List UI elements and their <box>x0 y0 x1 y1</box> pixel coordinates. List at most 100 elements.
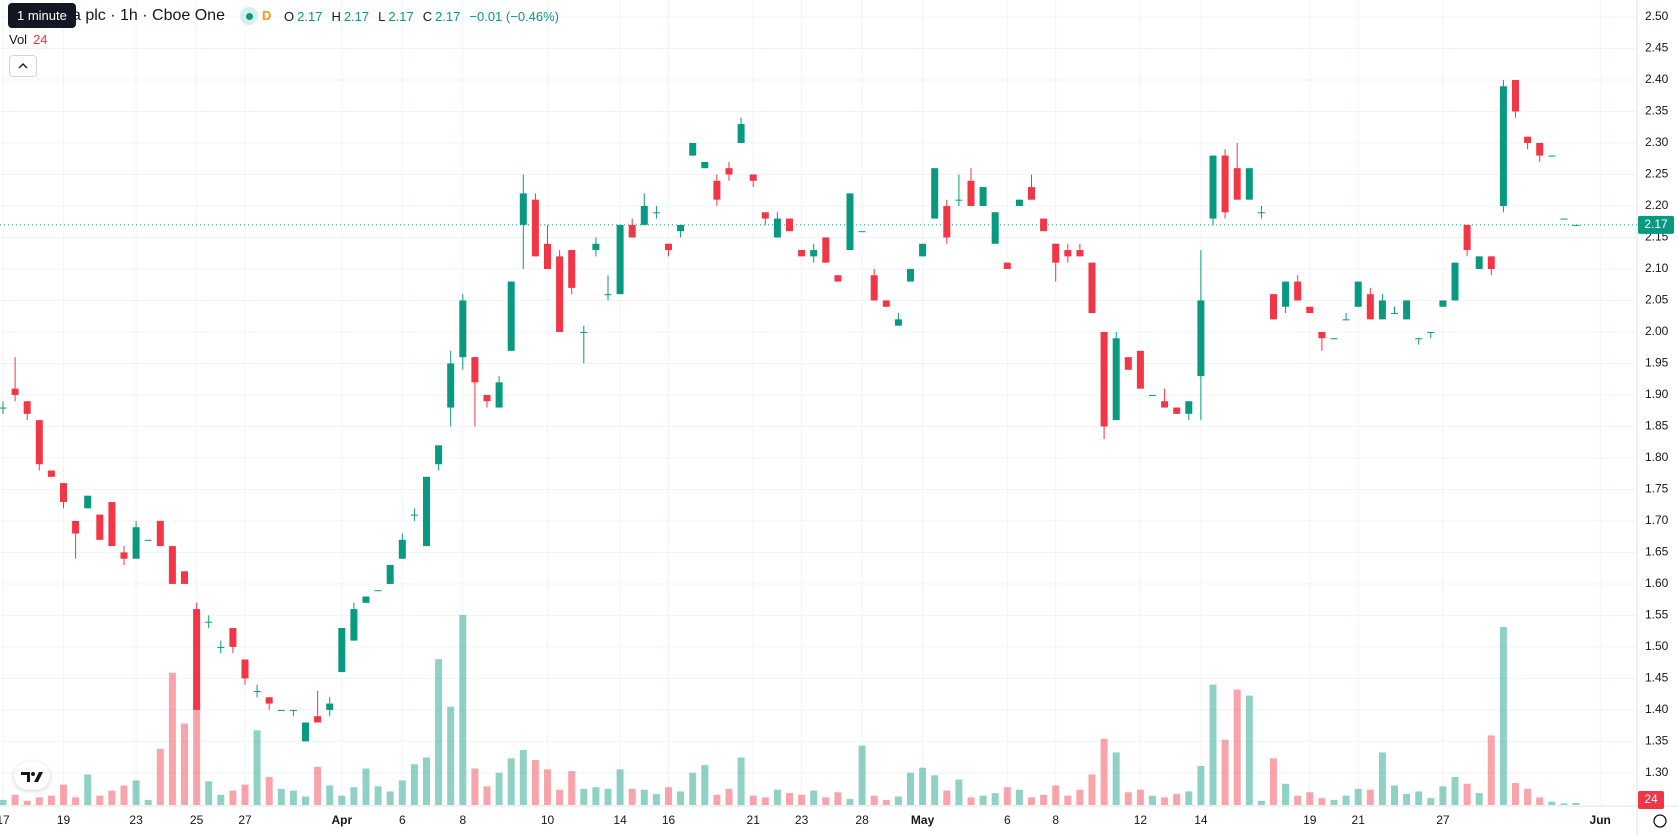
candle-body <box>168 546 176 584</box>
volume-bar <box>592 787 600 805</box>
volume-bar <box>737 757 745 805</box>
y-tick-label: 2.20 <box>1645 198 1669 212</box>
y-tick-label: 1.35 <box>1645 734 1669 748</box>
candle-body <box>132 527 140 559</box>
volume-bar <box>858 745 866 805</box>
volume-bar <box>943 790 951 805</box>
legend-key: H <box>331 9 341 24</box>
logo[interactable] <box>14 762 50 790</box>
volume-bar <box>265 777 273 805</box>
candle-body <box>665 243 672 251</box>
candle-body <box>628 224 636 238</box>
candle-body <box>991 212 999 244</box>
volume-bar <box>1403 793 1411 805</box>
candle-body <box>241 659 249 679</box>
ohlc-legend: O 2.17 H 2.17 L 2.17 C 2.17 −0.01 (−0.46%) <box>284 9 565 24</box>
candle-body <box>773 218 781 238</box>
legend-key: O <box>284 9 295 24</box>
market-status[interactable] <box>240 7 258 25</box>
volume-bar <box>72 797 80 805</box>
volume-bar <box>338 795 346 805</box>
candle-body <box>1221 155 1229 213</box>
volume-bar <box>1330 799 1338 805</box>
volume-bar <box>519 749 527 805</box>
candle-body <box>1100 331 1108 427</box>
candle-body <box>1512 79 1519 112</box>
volume-bar <box>1572 802 1580 805</box>
candle-body <box>507 281 515 351</box>
volume-bar <box>1209 684 1217 805</box>
y-tick-label: 1.70 <box>1645 513 1669 527</box>
candle-body <box>1088 262 1096 314</box>
y-tick-label: 1.30 <box>1645 765 1669 779</box>
volume-bar <box>459 615 467 805</box>
volume-bar <box>1391 785 1398 805</box>
collapse-button[interactable] <box>9 55 37 77</box>
volume-bar <box>725 788 733 805</box>
interval-badge[interactable]: D <box>262 8 272 23</box>
volume-bar <box>229 790 237 805</box>
candle-body <box>1451 262 1459 301</box>
volume-bar <box>1548 801 1556 805</box>
candle-body <box>1536 142 1544 156</box>
y-tick-label: 1.75 <box>1645 482 1669 496</box>
candle-body <box>289 709 297 711</box>
chevron-icon <box>18 63 28 69</box>
candle-body <box>544 243 551 269</box>
y-tick-label: 1.85 <box>1645 419 1669 433</box>
volume-bar <box>1487 735 1495 805</box>
volume-bar <box>386 791 394 805</box>
x-tick-label: 14 <box>1194 813 1208 827</box>
candle-body <box>955 199 963 201</box>
candle-body <box>1197 300 1205 377</box>
volume-bar <box>786 793 793 805</box>
candle-body <box>60 483 67 503</box>
volume-bar <box>689 772 697 805</box>
candle-body <box>277 709 285 711</box>
candle-body <box>713 180 721 200</box>
volume-bar <box>108 790 116 805</box>
volume-bar <box>1257 800 1265 805</box>
candle-body <box>592 243 600 251</box>
volume-bar <box>568 771 576 805</box>
volume-bar <box>483 786 491 805</box>
volume-bar <box>144 799 152 805</box>
volume-bar <box>471 768 479 805</box>
volume-bar <box>1064 795 1072 805</box>
candle-body <box>1342 319 1350 321</box>
symbol-title[interactable]: a plc · 1h · Cboe One <box>72 7 225 24</box>
candle-body <box>447 363 455 408</box>
candle-body <box>1475 256 1483 269</box>
volume-bar <box>604 788 612 805</box>
candle-body <box>72 520 80 534</box>
volume-bar <box>205 781 213 805</box>
volume-bar <box>556 789 564 805</box>
volume-bar <box>60 784 67 805</box>
candle-body <box>410 514 418 516</box>
volume-bar <box>362 768 370 805</box>
candle-body <box>193 609 201 710</box>
volume-bar <box>991 793 999 805</box>
y-tick-label: 2.40 <box>1645 72 1669 86</box>
candle-body <box>1124 357 1132 370</box>
candle-body <box>1403 300 1411 320</box>
legend-change: −0.01 (−0.46%) <box>469 9 560 24</box>
candle-body <box>1499 86 1507 206</box>
candle-body <box>1185 401 1193 414</box>
volume-bar <box>289 790 297 805</box>
x-tick-label: 10 <box>541 813 555 827</box>
volume-bar <box>1197 765 1205 805</box>
candle-body <box>326 703 334 710</box>
volume-bar <box>447 706 455 805</box>
volume-badge <box>1638 790 1664 809</box>
candle-body <box>1415 338 1423 340</box>
candle-body <box>943 205 951 238</box>
settings-icon[interactable] <box>1653 814 1667 828</box>
x-tick-label: 19 <box>1303 813 1317 827</box>
candle-body <box>181 571 188 584</box>
candle-body <box>1366 294 1374 320</box>
volume-badge-label: 24 <box>1644 792 1658 806</box>
candle-body <box>1560 218 1568 220</box>
